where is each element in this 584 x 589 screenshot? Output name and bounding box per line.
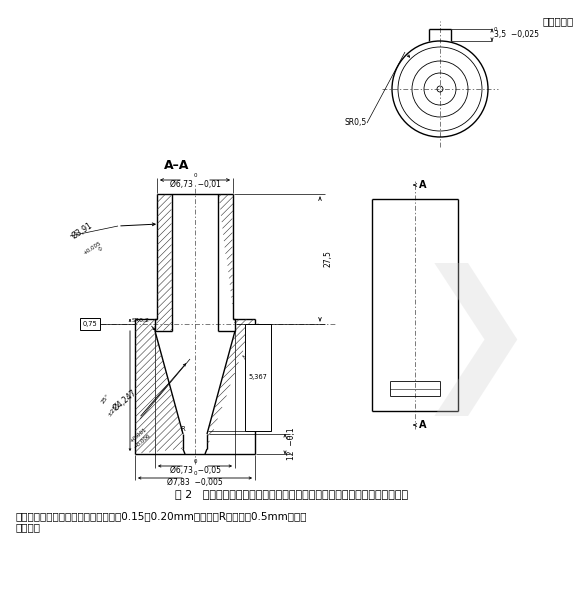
Text: 25°: 25° bbox=[100, 393, 110, 405]
Text: Ø4,247: Ø4,247 bbox=[111, 388, 138, 413]
Text: 5,367: 5,367 bbox=[249, 375, 267, 380]
Text: 0: 0 bbox=[287, 436, 290, 441]
Text: A: A bbox=[419, 180, 426, 190]
Text: 注：所有凸耳或螺纹型式的外边缘应有0.15～0.20mm的半径。R是不超过0.5mm的半径
或倒角。: 注：所有凸耳或螺纹型式的外边缘应有0.15～0.20mm的半径。R是不超过0.5… bbox=[15, 511, 307, 532]
FancyBboxPatch shape bbox=[245, 324, 271, 431]
Text: Ø6,73  −0,05: Ø6,73 −0,05 bbox=[169, 466, 221, 475]
Text: Ø7,83  −0,005: Ø7,83 −0,005 bbox=[167, 478, 223, 488]
Text: 3,5  −0,025: 3,5 −0,025 bbox=[494, 31, 539, 39]
Text: 单位：毫米: 单位：毫米 bbox=[543, 16, 574, 26]
Text: R: R bbox=[180, 426, 185, 432]
Text: 25°: 25° bbox=[240, 353, 251, 365]
FancyBboxPatch shape bbox=[80, 318, 100, 330]
Text: 0: 0 bbox=[494, 27, 498, 32]
Text: +0,005: +0,005 bbox=[82, 240, 102, 256]
Text: ❯: ❯ bbox=[411, 263, 539, 415]
Text: 0: 0 bbox=[193, 459, 197, 464]
Text: 图 2   锁定鲁尔圆锥接头泄漏、旋开扭矩分离和应力开裂试验用标准测试接头: 图 2 锁定鲁尔圆锥接头泄漏、旋开扭矩分离和应力开裂试验用标准测试接头 bbox=[175, 489, 409, 499]
Text: Ø6,73  −0,01: Ø6,73 −0,01 bbox=[169, 180, 220, 190]
Text: ±25': ±25' bbox=[107, 402, 120, 418]
Text: +0,001: +0,001 bbox=[129, 427, 148, 444]
Text: 0: 0 bbox=[193, 173, 197, 178]
Text: A–A: A–A bbox=[164, 159, 190, 172]
Text: Ø3,91: Ø3,91 bbox=[70, 221, 94, 241]
Text: 0: 0 bbox=[193, 471, 197, 476]
Text: ±2°: ±2° bbox=[244, 362, 255, 376]
Text: SR0,5: SR0,5 bbox=[345, 118, 367, 127]
Text: 12  −0,1: 12 −0,1 bbox=[287, 428, 296, 461]
Text: 0: 0 bbox=[88, 246, 104, 259]
Text: −0,006: −0,006 bbox=[133, 433, 152, 450]
Text: 0,75: 0,75 bbox=[82, 321, 98, 327]
Text: A: A bbox=[419, 420, 426, 430]
Text: 27,5: 27,5 bbox=[323, 250, 332, 267]
Text: SR0,2: SR0,2 bbox=[132, 318, 150, 323]
